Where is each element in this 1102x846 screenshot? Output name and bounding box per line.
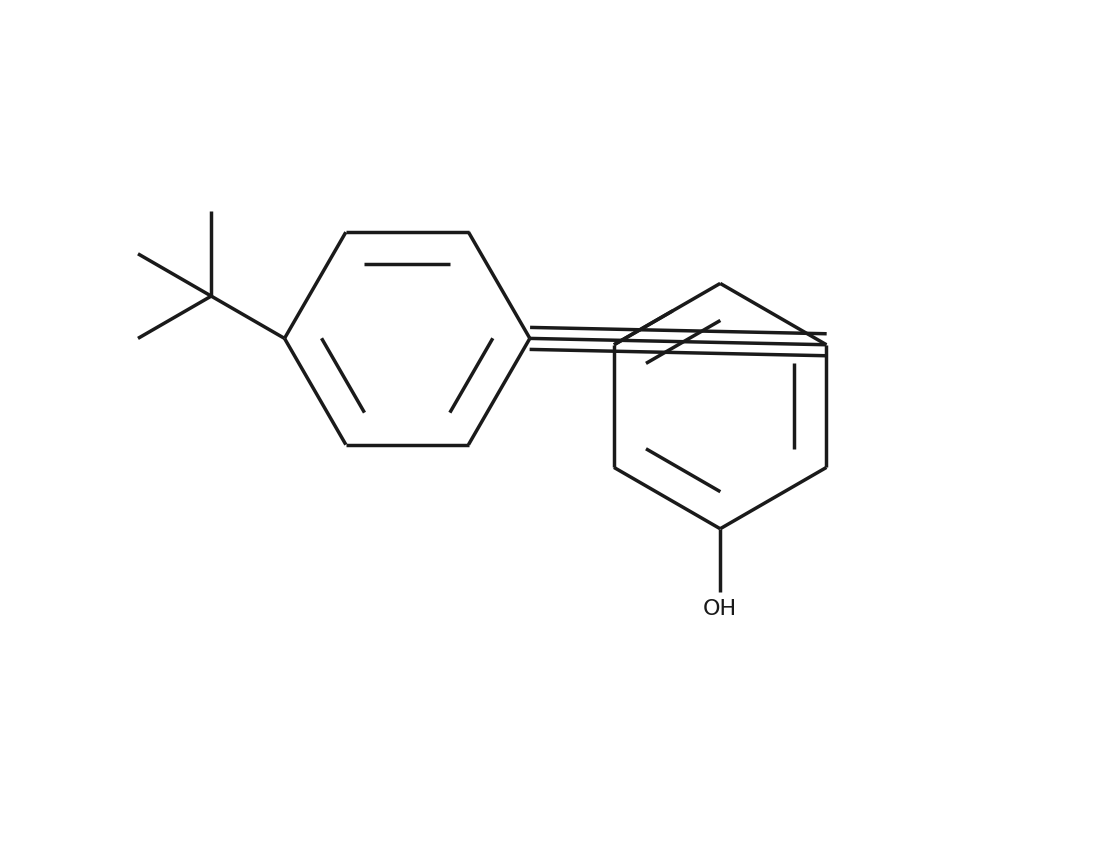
Text: OH: OH xyxy=(703,599,737,619)
